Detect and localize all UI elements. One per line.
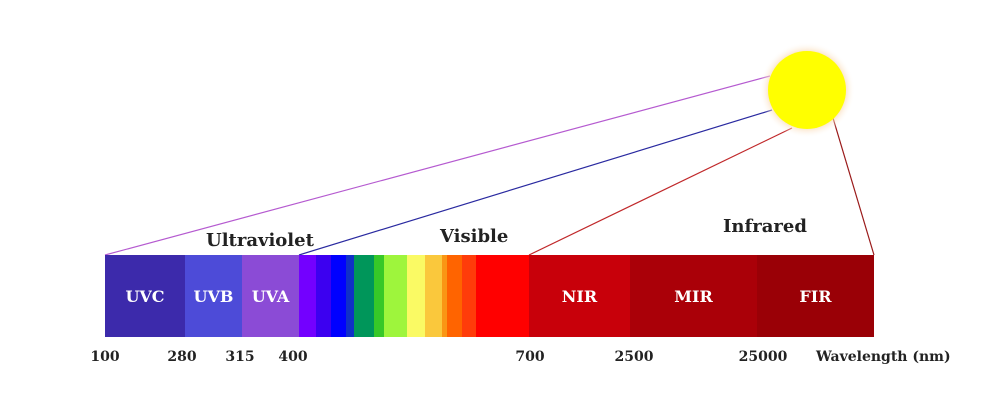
visible-green-dark <box>354 255 374 337</box>
band-uva: UVA <box>242 255 299 337</box>
visible-blue-dark <box>346 255 354 337</box>
tick-400: 400 <box>278 349 308 365</box>
visible-orange <box>447 255 462 337</box>
region-label-ultraviolet: Ultraviolet <box>206 230 314 251</box>
tick-25000: 25000 <box>738 349 788 365</box>
visible-green <box>374 255 384 337</box>
band-uvb: UVB <box>185 255 242 337</box>
band-label-uva: UVA <box>251 286 290 306</box>
region-label-visible: Visible <box>440 226 509 247</box>
visible-blue <box>331 255 346 337</box>
visible-red-orange <box>462 255 476 337</box>
region-label-infrared: Infrared <box>723 216 807 237</box>
ray-ir-edge <box>528 127 793 256</box>
band-label-uvb: UVB <box>193 286 234 306</box>
ray-visible-edge <box>298 109 773 256</box>
visible-yellow <box>407 255 425 337</box>
visible-indigo <box>316 255 331 337</box>
band-nir: NIR <box>529 255 630 337</box>
tick-2500: 2500 <box>614 349 654 365</box>
band-label-nir: NIR <box>561 286 598 306</box>
ray-uv-outer <box>104 75 771 256</box>
visible-violet <box>299 255 316 337</box>
sun-icon <box>768 51 846 129</box>
tick-100: 100 <box>90 349 120 365</box>
tick-280: 280 <box>167 349 197 365</box>
band-fir: FIR <box>757 255 874 337</box>
tick-700: 700 <box>515 349 545 365</box>
band-uvc: UVC <box>105 255 185 337</box>
ray-ir-outer <box>832 117 875 256</box>
axis-title: Wavelength (nm) <box>816 349 951 365</box>
tick-315: 315 <box>225 349 255 365</box>
band-label-fir: FIR <box>799 286 832 306</box>
visible-red <box>476 255 529 337</box>
band-label-mir: MIR <box>674 286 713 306</box>
band-mir: MIR <box>630 255 757 337</box>
band-label-uvc: UVC <box>125 286 165 306</box>
visible-orange-light <box>442 255 447 337</box>
visible-amber <box>425 255 442 337</box>
visible-yellow-green <box>384 255 407 337</box>
